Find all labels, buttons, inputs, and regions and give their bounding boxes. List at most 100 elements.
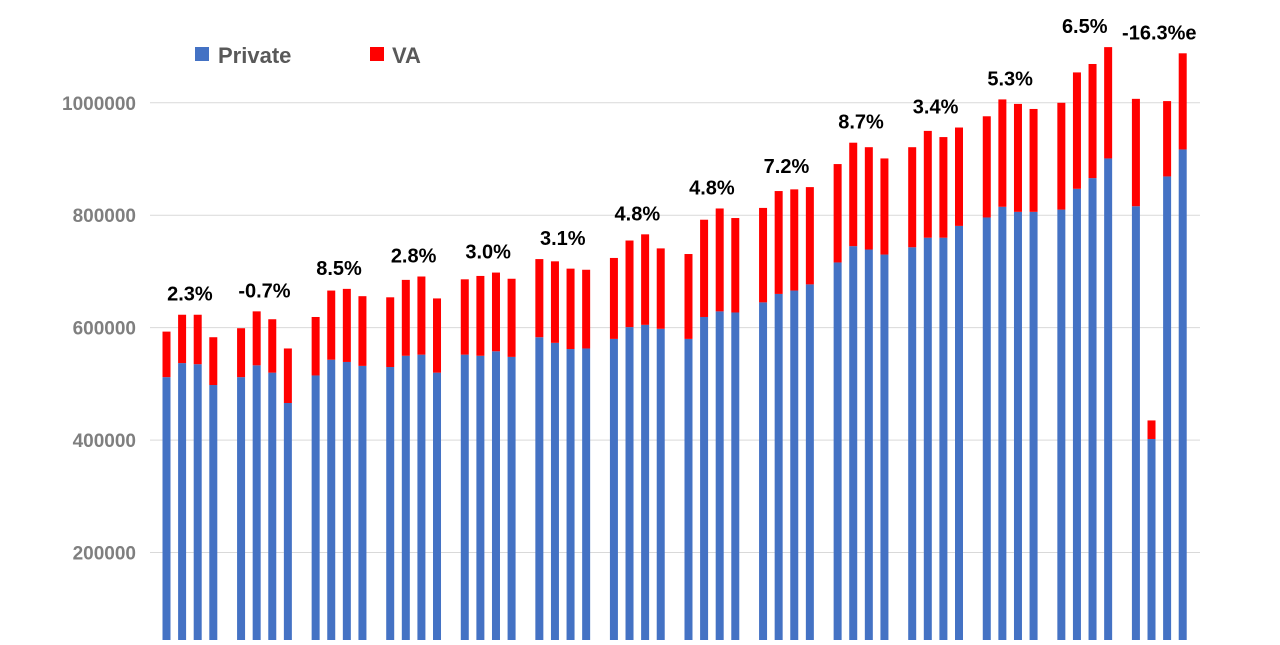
bar-private [641,324,650,640]
bar-va [311,316,320,376]
bar-private [550,342,559,640]
bar-private [1147,438,1156,640]
bar-private [998,206,1007,640]
bar-va [476,275,485,356]
group-growth-label: 6.5% [1062,16,1108,38]
bar-private [433,372,442,640]
bar-va [237,328,246,378]
bar-private [401,355,410,640]
bar-va [460,279,469,355]
group-growth-label: 4.8% [689,177,735,199]
bar-private [731,312,740,640]
bar-private [342,361,351,640]
bar-va [1013,103,1022,212]
gridlines [150,102,1200,554]
bar-private [268,372,277,640]
bar-private [939,237,948,640]
group-growth-label: 3.0% [465,242,511,264]
group-growth-label: 4.8% [615,203,661,225]
bar-private [864,249,873,641]
bar-private [237,377,246,640]
bar-private [535,337,544,640]
bar-va [625,240,634,328]
bar-private [1163,176,1172,640]
bar-private [283,403,292,640]
bar-va [386,297,395,368]
y-tick-label: 800000 [73,206,136,227]
bar-va [731,218,740,313]
bar-va [641,234,650,325]
bar-va [774,191,783,294]
bar-va [609,257,618,339]
bar-va [1131,98,1140,207]
bar-private [790,290,799,640]
bar-private [491,351,500,640]
bar-private [715,311,724,640]
bar-private [252,365,261,640]
bar-private [460,354,469,640]
bar-private [209,385,218,640]
bar-private [774,293,783,640]
bar-va [535,259,544,338]
bar-va [193,314,202,365]
bar-va [1104,47,1113,159]
group-growth-label: 3.1% [540,228,586,250]
bar-va [982,116,991,218]
bar-va [433,298,442,373]
bar-va [656,248,665,329]
bar-va [507,278,516,357]
bar-private [833,262,842,640]
bar-va [684,254,693,339]
bar-private [609,338,618,640]
group-growth-label: 2.3% [167,284,213,306]
bar-private [759,302,768,640]
bar-private [656,328,665,640]
bar-va [880,158,889,255]
bar-private [386,367,395,640]
y-axis-tick-labels: 200000 400000 600000 800000 1000000 [62,94,136,565]
bar-va [1088,63,1097,179]
bar-va [759,207,768,303]
bars [162,47,1187,641]
bar-private [327,359,336,640]
bar-private [311,375,320,640]
legend-label-va: VA [392,43,421,68]
bar-private [1013,211,1022,640]
bar-private [193,364,202,640]
bar-va [715,208,724,312]
bar-va [700,219,709,317]
bar-private [908,247,917,640]
group-growth-label: 7.2% [764,156,810,178]
bar-va [1178,53,1187,150]
bar-private [507,356,516,640]
bar-va [864,147,873,250]
bar-va [1147,420,1156,439]
bar-private [1029,211,1038,640]
bar-private [178,363,187,640]
bar-private [625,327,634,640]
bar-private [417,354,426,640]
bar-private [982,217,991,640]
group-growth-label: 3.4% [913,97,959,119]
bar-va [998,99,1007,207]
bar-private [805,284,814,640]
bar-va [1029,108,1038,212]
bar-va [1163,101,1172,177]
bar-va [790,189,799,291]
bar-va [162,331,171,378]
bar-private [700,316,709,640]
bar-va [849,142,858,247]
bar-va [805,187,814,285]
bar-va [268,319,277,373]
bar-va [401,279,410,356]
bar-va [327,290,336,360]
bar-private [1088,178,1097,640]
bar-private [955,225,963,640]
bar-va [1072,72,1081,189]
y-tick-label: 1000000 [62,94,136,115]
bar-private [1072,188,1081,640]
group-growth-label: 5.3% [987,68,1033,90]
bar-private [1131,206,1140,640]
bar-private [684,338,693,640]
